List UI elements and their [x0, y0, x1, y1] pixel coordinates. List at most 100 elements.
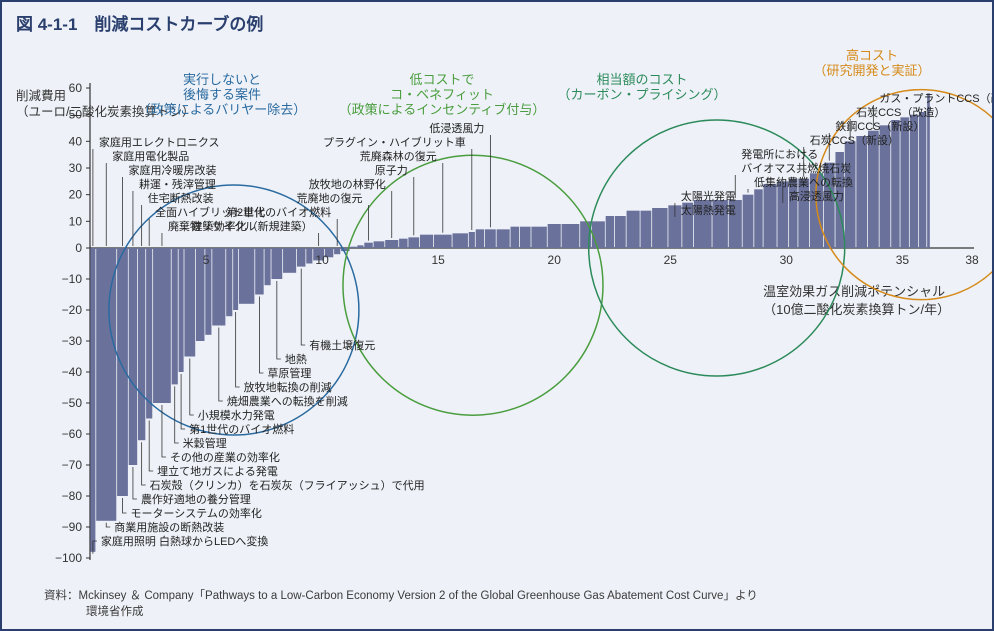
svg-text:−100: −100 [55, 551, 82, 565]
measure-label: モーターシステムの効率化 [130, 506, 261, 520]
category-label: 後悔する案件 [183, 87, 261, 102]
cost-bar [548, 224, 561, 248]
cost-bar [764, 184, 777, 248]
cost-bar [233, 248, 238, 310]
svg-text:−20: −20 [62, 303, 83, 317]
cost-bar [434, 235, 452, 248]
cost-bar [357, 245, 363, 248]
cost-bar [306, 248, 312, 264]
cost-bar [364, 243, 372, 248]
category-label: （研究開発と実証） [813, 63, 930, 78]
svg-text:38: 38 [965, 253, 979, 267]
svg-text:−60: −60 [62, 427, 83, 441]
measure-label: 家庭用電化製品 [112, 149, 189, 163]
measure-label: ガス・プラントCCS（改造） [879, 91, 994, 105]
category-circle [343, 155, 603, 415]
measure-label: 太陽熱発電 [681, 203, 736, 217]
abatement-cost-chart: 削減費用（ユーロ/二酸化炭素換算トン）6050403020100−10−20−3… [2, 38, 994, 598]
cost-bar [910, 115, 918, 248]
cost-bar [153, 248, 171, 403]
cost-bar [184, 248, 195, 357]
cost-bar [399, 239, 407, 248]
category-label: 低コストで [409, 72, 474, 87]
cost-bar [420, 235, 433, 248]
measure-label: 発電所における [741, 147, 818, 161]
svg-text:0: 0 [75, 241, 82, 255]
svg-text:−90: −90 [62, 520, 83, 534]
measure-label: 家庭用照明 白熱球からLEDへ変換 [101, 534, 268, 548]
measure-label: 放牧地転換の削減 [244, 380, 332, 394]
cost-bar [350, 247, 356, 248]
category-label: 相当額のコスト [596, 72, 687, 87]
cost-bar [845, 141, 856, 248]
measure-label: プラグイン・ハイブリット車 [323, 135, 466, 149]
cost-bar [179, 248, 184, 372]
measure-label: 放牧地の林野化 [309, 177, 386, 191]
cost-bar [239, 248, 254, 304]
category-label: （カーボン・プライシング） [557, 87, 726, 102]
svg-text:20: 20 [69, 188, 83, 202]
cost-bar [212, 248, 225, 326]
cost-bar [824, 163, 835, 248]
category-label: （政策によるインセンティブ付与） [339, 102, 546, 117]
figure-title: 図 4-1-1 削減コストカーブの例 [16, 10, 263, 35]
svg-text:−50: −50 [62, 396, 83, 410]
measure-label: 石炭殻（クリンカ）を石炭灰（フライアッシュ）で代用 [150, 478, 425, 492]
cost-bar [615, 216, 626, 248]
measure-label: 耕運・残滓管理 [139, 177, 216, 191]
svg-text:35: 35 [896, 253, 910, 267]
cost-bar [476, 229, 484, 248]
measure-label: 住宅断熱改装 [148, 191, 214, 205]
measure-label: 家庭用冷暖房改装 [128, 163, 216, 177]
cost-bar [497, 229, 510, 248]
measure-label: 低集約農業への転換 [754, 175, 853, 189]
category-label: （政策によるバリヤー除去） [138, 102, 307, 117]
cost-bar [138, 248, 145, 440]
cost-bar [283, 248, 296, 273]
measure-label: 有機土壌復元 [309, 338, 375, 352]
svg-text:60: 60 [69, 81, 83, 95]
measure-label: 家庭用エレクトロニクス [99, 135, 220, 149]
measure-label: 農作好適地の養分管理 [141, 492, 251, 506]
cost-bar [385, 240, 398, 248]
cost-bar [627, 211, 640, 248]
cost-bar [592, 221, 605, 248]
cost-bar [96, 248, 116, 521]
cost-bar [264, 248, 270, 285]
measure-label: 埋立て地ガスによる発電 [157, 464, 278, 478]
measure-label: 米穀管理 [183, 436, 227, 450]
measure-label: 鉄鋼CCS（新設） [835, 119, 924, 133]
svg-text:30: 30 [69, 161, 83, 175]
measure-label: 原子力 [375, 164, 408, 177]
category-label: 高コスト [846, 48, 898, 63]
measure-label: 第2世代のバイオ燃料 [226, 205, 331, 219]
measure-label: バイオマス共燃焼石炭 [741, 161, 851, 175]
measure-label: 荒廃地の復元 [297, 191, 363, 205]
cost-bar [297, 248, 305, 267]
measure-label: 低浸透風力 [429, 122, 484, 135]
cost-bar [562, 224, 580, 248]
cost-bar [856, 136, 867, 248]
measure-label: 高浸透風力 [789, 189, 844, 203]
cost-bar [146, 248, 152, 419]
cost-bar [485, 229, 496, 248]
cost-bar [334, 248, 340, 254]
svg-text:−70: −70 [62, 458, 83, 472]
cost-bar [789, 179, 797, 248]
cost-bar [754, 189, 762, 248]
cost-bar [469, 232, 475, 248]
cost-bar [90, 248, 95, 552]
svg-text:−10: −10 [62, 272, 83, 286]
cost-bar [408, 237, 419, 248]
measure-label: 地熱 [285, 353, 307, 366]
cost-bar [452, 233, 467, 248]
cost-bar [798, 179, 809, 248]
cost-bar [520, 227, 531, 248]
cost-bar [374, 241, 385, 248]
cost-bar [640, 211, 651, 248]
svg-text:削減費用: 削減費用 [16, 88, 66, 103]
measure-label: 石炭CCS（改造） [856, 105, 945, 119]
measure-label: 焼畑農業への転換を削減 [227, 394, 348, 408]
svg-text:50: 50 [69, 108, 83, 122]
svg-text:20: 20 [548, 253, 562, 267]
